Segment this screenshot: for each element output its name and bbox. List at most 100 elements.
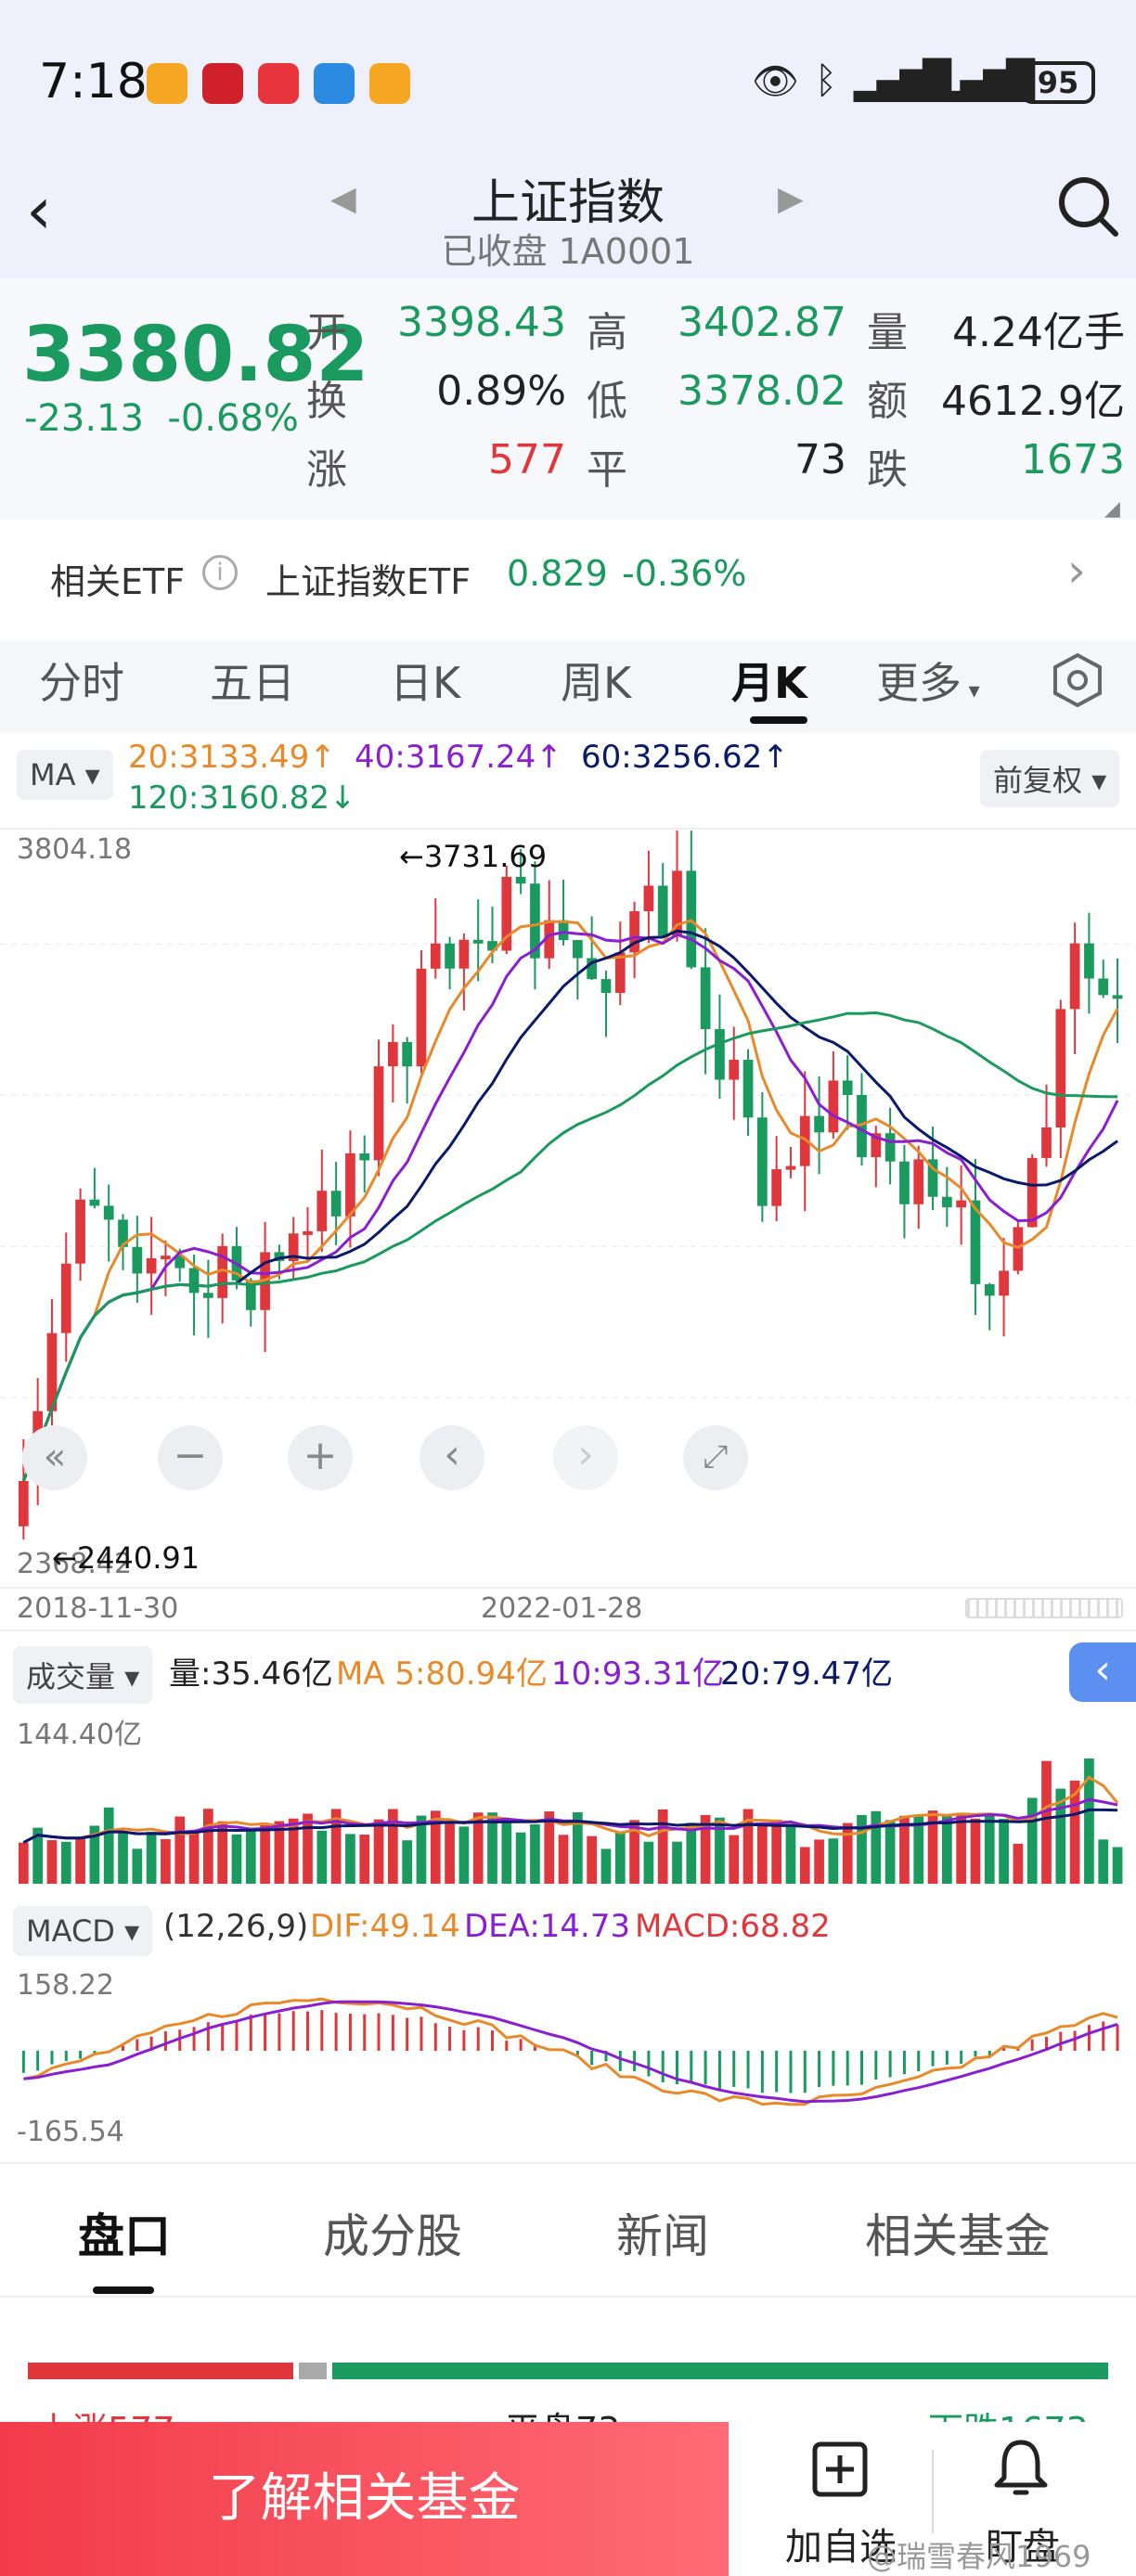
watch-label[interactable]: 盯盘 <box>986 2526 1060 2569</box>
breadth-up-bar <box>28 2363 293 2379</box>
add-watchlist-icon[interactable] <box>811 2441 869 2498</box>
volume-bar <box>161 1838 171 1884</box>
volume-bar <box>1026 1797 1038 1884</box>
tab-news[interactable]: 新闻 <box>616 2209 709 2263</box>
volume-bar <box>573 1812 583 1884</box>
candle-body <box>188 1268 200 1294</box>
next-index-icon[interactable]: ▶ <box>778 180 804 218</box>
volume-chart <box>19 1758 1123 1884</box>
volume-bar <box>970 1818 981 1884</box>
ma120-line <box>22 1011 1118 1482</box>
tab-handicap[interactable]: 盘口 <box>78 2209 171 2263</box>
volume-bar <box>629 1820 639 1884</box>
volume-bar <box>587 1835 598 1884</box>
pan-right-icon[interactable]: › <box>553 1425 618 1490</box>
candle-body <box>203 1293 213 1298</box>
candle-body <box>501 876 512 951</box>
etf-name[interactable]: 上证指数ETF <box>265 561 471 602</box>
zoom-in-icon[interactable]: + <box>288 1425 353 1490</box>
candle-body <box>445 943 455 969</box>
tab-daily-k[interactable]: 日K <box>390 658 461 708</box>
candle-body <box>487 941 497 951</box>
volume-bar <box>1084 1758 1094 1884</box>
volume-bar <box>729 1835 740 1884</box>
zoom-out-icon[interactable]: − <box>158 1425 223 1490</box>
candle-body <box>828 1080 839 1133</box>
volume-bar <box>871 1810 882 1884</box>
ma-selector[interactable]: MA ▾ <box>17 750 113 800</box>
tab-more[interactable]: 更多 ▾ <box>876 658 980 708</box>
candle-body <box>899 1161 910 1204</box>
candle-body <box>600 979 612 993</box>
candle-body <box>345 1153 355 1217</box>
dif-line <box>23 1997 1118 2106</box>
ma60-value: 60:3256.62↑ <box>581 739 789 776</box>
candle-body <box>558 920 569 941</box>
adjust-selector[interactable]: 前复权 ▾ <box>980 750 1120 807</box>
tab-related-funds[interactable]: 相关基金 <box>865 2209 1051 2263</box>
volume-bar <box>686 1823 697 1884</box>
add-watchlist-label[interactable]: 加自选 <box>785 2526 897 2569</box>
volume-bar <box>60 1841 71 1884</box>
volume-bar <box>103 1807 114 1884</box>
candle-body <box>60 1263 71 1333</box>
volume-bar <box>999 1819 1009 1884</box>
macd-ymin: -165.54 <box>17 2116 124 2148</box>
tab-monthly-k[interactable]: 月K <box>731 658 807 708</box>
volume-bar <box>1069 1780 1080 1884</box>
fullscreen-icon[interactable]: ⤢ <box>683 1425 748 1490</box>
chevron-right-icon[interactable]: › <box>1067 544 1086 598</box>
chart-scroll-thumb[interactable] <box>965 1598 1123 1618</box>
info-icon[interactable]: i <box>202 555 238 590</box>
volume-selector[interactable]: 成交量 ▾ <box>13 1646 153 1704</box>
page-subtitle: 已收盘 1A0001 <box>441 231 695 272</box>
candle-body <box>799 1115 810 1166</box>
learn-funds-button[interactable]: 了解相关基金 <box>0 2422 729 2576</box>
tab-constituents[interactable]: 成分股 <box>323 2209 462 2263</box>
kline-ymin: 2368.42 <box>17 1548 133 1580</box>
settings-icon[interactable] <box>1049 651 1106 709</box>
candle-body <box>303 1230 313 1235</box>
candle-body <box>842 1080 853 1096</box>
related-etf-row[interactable] <box>0 538 1136 622</box>
pan-left-icon[interactable]: ‹ <box>420 1425 484 1490</box>
kline-high-mark: ←3731.69 <box>399 839 548 874</box>
volume-bar <box>274 1821 285 1884</box>
bluetooth-icon: ᛒ <box>815 59 837 102</box>
volume-bar <box>174 1816 186 1884</box>
candle-body <box>913 1159 924 1204</box>
tab-five-day[interactable]: 五日 <box>210 658 295 708</box>
macd-selector[interactable]: MACD ▾ <box>13 1906 153 1956</box>
volume-bar <box>884 1820 896 1884</box>
prev-index-icon[interactable]: ◀ <box>330 180 356 218</box>
high-label: 高 <box>587 309 627 356</box>
breadth-down-bar <box>332 2363 1108 2379</box>
volume-bar <box>472 1812 484 1884</box>
candle-body <box>757 1117 768 1206</box>
breadth-flat-bar <box>299 2363 327 2379</box>
candle-body <box>359 1153 370 1161</box>
rewind-icon[interactable]: « <box>22 1425 87 1490</box>
expand-triangle-icon[interactable]: ◢ <box>1104 497 1120 521</box>
turnover-value: 0.89% <box>436 367 566 415</box>
flat-count: 73 <box>794 436 846 483</box>
collapse-panel-icon[interactable]: ‹ <box>1069 1642 1136 1702</box>
volume-ma5: MA 5:80.94亿 <box>336 1655 548 1693</box>
candle-body <box>46 1333 58 1411</box>
candle-body <box>629 910 639 953</box>
candle-body <box>458 939 470 969</box>
candle-body <box>544 920 555 959</box>
candle-body <box>75 1199 85 1264</box>
candle-body <box>1112 995 1123 999</box>
search-icon[interactable] <box>1054 173 1121 239</box>
amount-label: 额 <box>867 378 908 425</box>
back-icon[interactable]: ‹ <box>26 173 52 249</box>
macd-chart <box>21 1997 1119 2106</box>
tab-intraday[interactable]: 分时 <box>39 658 124 708</box>
candle-body <box>1084 943 1094 979</box>
bell-icon[interactable] <box>991 2435 1051 2500</box>
page-title: 上证指数 <box>471 175 665 231</box>
tab-weekly-k[interactable]: 周K <box>561 658 632 708</box>
weibo-app-icon-2 <box>369 63 410 104</box>
candle-body <box>771 1169 782 1206</box>
